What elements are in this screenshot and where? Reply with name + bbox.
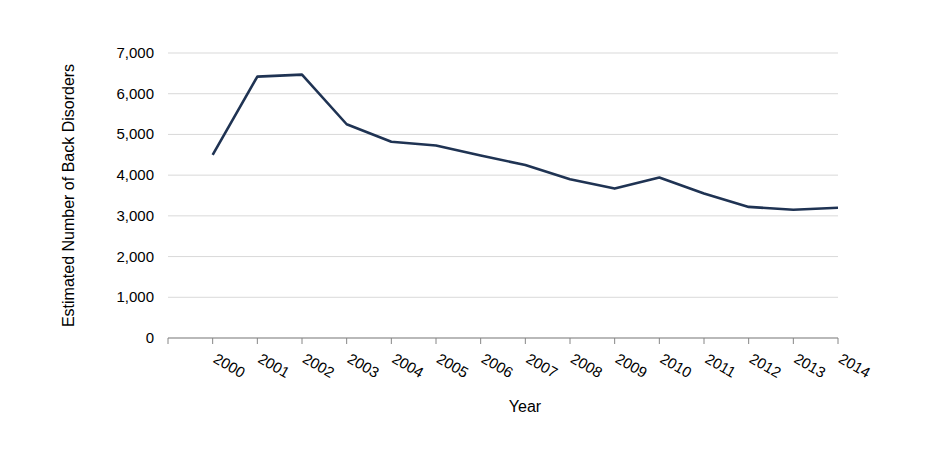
grid-line	[168, 175, 838, 176]
y-tick-label: 4,000	[116, 166, 154, 183]
y-tick-label: 6,000	[116, 85, 154, 102]
x-tick	[704, 338, 705, 344]
x-tick	[302, 338, 303, 344]
x-tick	[659, 338, 660, 344]
x-tick-label: 2005	[434, 350, 471, 381]
y-tick-label: 1,000	[116, 288, 154, 305]
grid-line	[168, 93, 838, 94]
x-tick-label: 2001	[255, 350, 292, 381]
x-tick	[614, 338, 615, 344]
x-tick-label: 2007	[523, 350, 560, 381]
x-tick-label: 2003	[345, 350, 382, 381]
x-tick-label: 2006	[479, 350, 516, 381]
chart-container: 0 1,000 2,000 3,000 4,000 5,000 6,000 7,000 2000…	[0, 0, 929, 470]
x-tick-label: 2009	[613, 350, 650, 381]
x-tick-label: 2002	[300, 350, 337, 381]
x-tick-label: 2000	[211, 350, 248, 381]
plot-area	[213, 75, 838, 210]
grid-line	[168, 53, 838, 54]
x-tick	[436, 338, 437, 344]
x-tick	[257, 338, 258, 344]
x-tick-label: 2008	[568, 350, 605, 381]
x-tick-label: 2010	[657, 350, 694, 381]
x-tick	[748, 338, 749, 344]
x-tick-label: 2011	[703, 350, 739, 381]
grid-line	[168, 297, 838, 298]
x-tick	[391, 338, 392, 344]
y-tick-label: 7,000	[116, 44, 154, 61]
y-tick-label: 2,000	[116, 248, 154, 265]
chart: 0 1,000 2,000 3,000 4,000 5,000 6,000 7,000 2000…	[0, 0, 929, 470]
grid-line	[168, 215, 838, 216]
x-tick	[168, 338, 169, 344]
grid-line	[168, 134, 838, 135]
x-tick	[793, 338, 794, 344]
grid-line	[168, 338, 838, 339]
x-tick	[525, 338, 526, 344]
x-tick	[570, 338, 571, 344]
y-tick-label: 5,000	[116, 125, 154, 142]
y-axis-title: Estimated Number of Back Disorders	[60, 64, 77, 327]
data-line	[213, 75, 838, 210]
y-tick-label: 0	[146, 329, 154, 346]
x-tick-label: 2012	[747, 350, 784, 381]
grid-line	[168, 256, 838, 257]
x-axis-title: Year	[509, 398, 542, 415]
x-tick	[480, 338, 481, 344]
y-tick-label: 3,000	[116, 207, 154, 224]
x-axis-line	[168, 338, 838, 339]
x-tick-label: 2014	[836, 350, 873, 381]
x-tick	[838, 338, 839, 344]
x-tick-label: 2004	[389, 350, 426, 381]
x-tick	[212, 338, 213, 344]
x-tick-label: 2013	[791, 350, 828, 381]
x-tick	[346, 338, 347, 344]
